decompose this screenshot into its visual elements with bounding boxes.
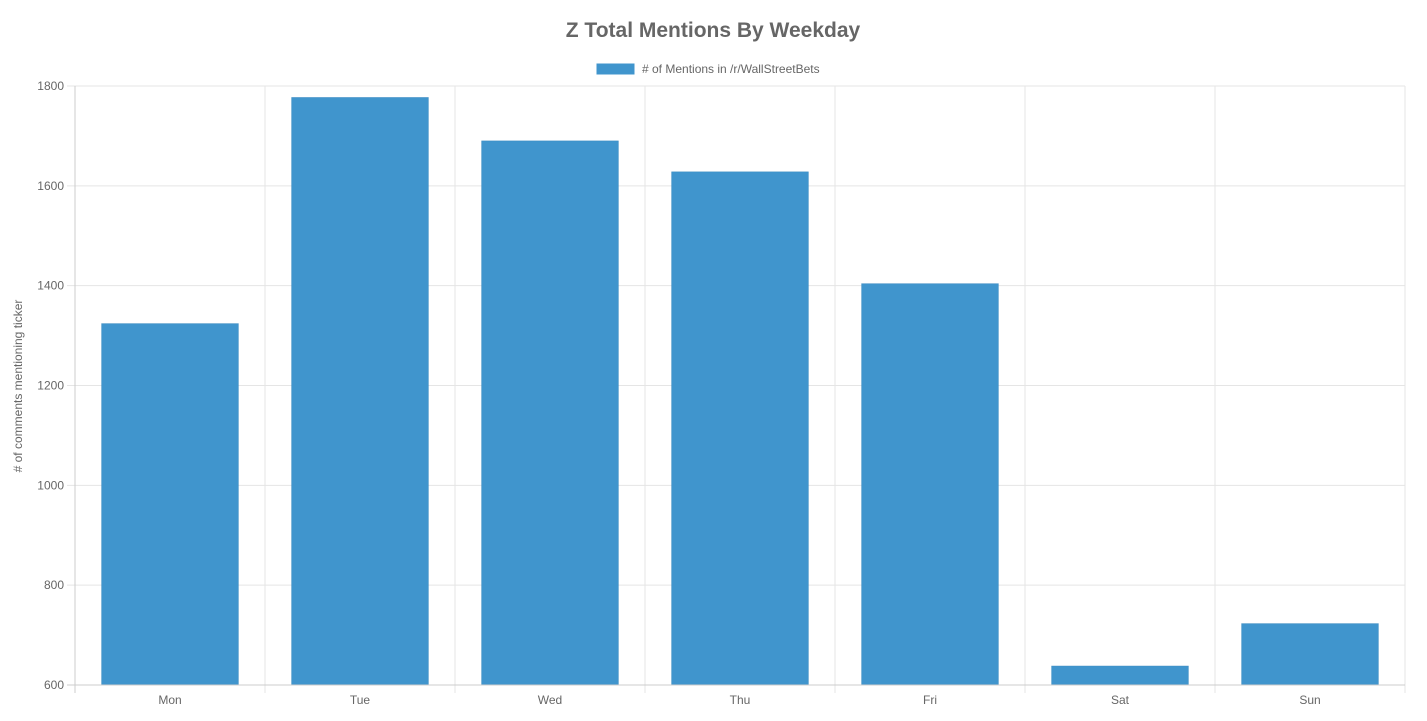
legend-label[interactable]: # of Mentions in /r/WallStreetBets: [642, 62, 820, 76]
bar-mon[interactable]: [102, 324, 239, 685]
x-tick-label: Sun: [1299, 693, 1320, 707]
y-tick-label: 1600: [37, 179, 64, 193]
y-axis-title: # of comments mentioning ticker: [11, 300, 25, 473]
x-tick-label: Sat: [1111, 693, 1130, 707]
x-tick-label: Fri: [923, 693, 937, 707]
x-tick-label: Wed: [538, 693, 562, 707]
x-tick-label: Mon: [158, 693, 181, 707]
bar-sat[interactable]: [1052, 666, 1189, 685]
x-tick-label: Tue: [350, 693, 371, 707]
bar-tue[interactable]: [292, 97, 429, 685]
y-tick-label: 800: [44, 578, 64, 592]
bar-wed[interactable]: [482, 141, 619, 685]
y-tick-label: 1000: [37, 478, 64, 492]
x-tick-label: Thu: [730, 693, 751, 707]
y-tick-label: 600: [44, 678, 64, 692]
y-tick-label: 1800: [37, 79, 64, 93]
legend[interactable]: # of Mentions in /r/WallStreetBets: [596, 62, 820, 76]
bar-sun[interactable]: [1242, 624, 1379, 685]
legend-swatch[interactable]: [596, 63, 635, 75]
chart-title: Z Total Mentions By Weekday: [566, 19, 861, 42]
y-tick-label: 1400: [37, 279, 64, 293]
y-tick-label: 1200: [37, 379, 64, 393]
bar-thu[interactable]: [672, 172, 809, 685]
bar-fri[interactable]: [862, 284, 999, 685]
